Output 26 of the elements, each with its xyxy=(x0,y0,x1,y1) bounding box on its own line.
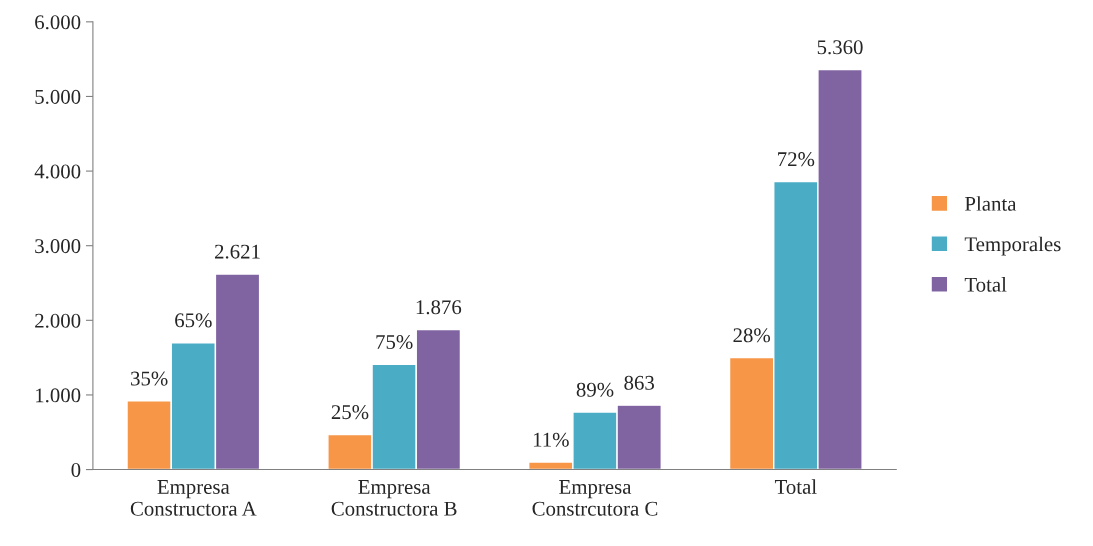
y-tick-label: 0 xyxy=(71,462,81,477)
annotation: 72% xyxy=(778,152,815,167)
y-tick-label: 5.000 xyxy=(35,89,81,104)
annotation: 89% xyxy=(576,382,614,397)
x-tick-label: Empresa Constructora B xyxy=(331,480,457,516)
x-tick-label: Total xyxy=(774,479,817,494)
annotation: 25% xyxy=(331,405,369,420)
y-tick-label: 1.000 xyxy=(36,388,81,403)
x-tick-label: Empresa Constructora A xyxy=(130,480,257,516)
annotation: 35% xyxy=(131,371,168,386)
data-label: 1.876 xyxy=(416,300,462,315)
y-tick-label: 4.000 xyxy=(34,164,81,179)
legend-label: Planta xyxy=(965,196,1017,211)
data-label: 2.621 xyxy=(214,244,260,259)
y-tick-label: 3.000 xyxy=(35,239,81,254)
y-tick-label: 2.000 xyxy=(35,313,81,328)
y-tick-label: 6.000 xyxy=(35,15,81,30)
legend-label: Total xyxy=(964,277,1007,292)
annotation: 11% xyxy=(533,432,569,447)
data-label: 863 xyxy=(624,375,654,390)
annotation: 65% xyxy=(175,313,212,328)
data-label: 5.360 xyxy=(817,40,863,55)
x-tick-label: Empresa Constrcutora C xyxy=(532,480,658,516)
annotation: 75% xyxy=(376,334,413,350)
annotation: 28% xyxy=(733,328,771,343)
legend-label: Temporales xyxy=(964,236,1061,256)
